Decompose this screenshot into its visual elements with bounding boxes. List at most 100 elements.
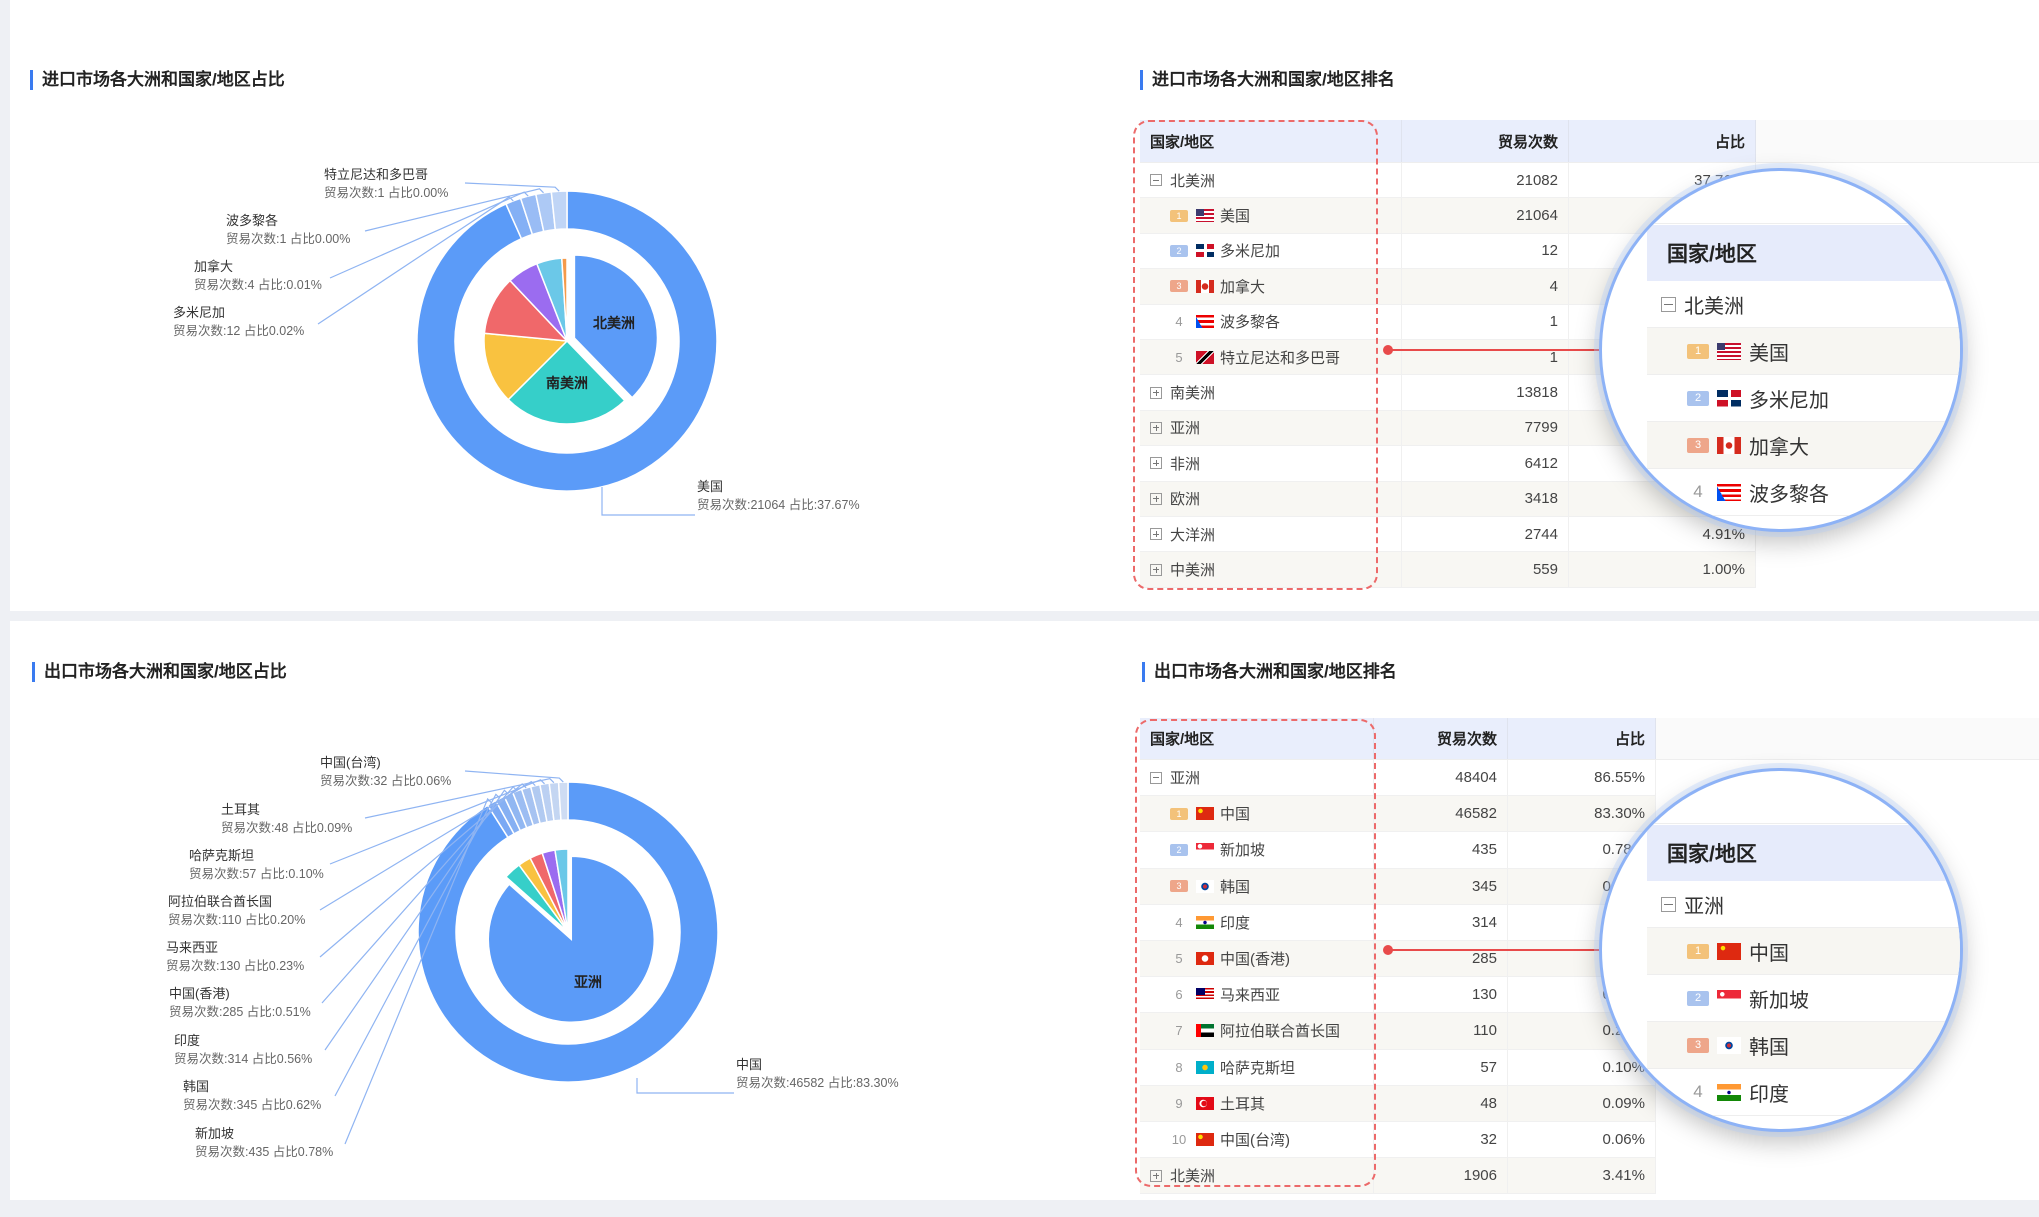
country-row[interactable]: 8 哈萨克斯坦 57 0.10% — [1140, 1049, 1656, 1086]
region-name: 阿拉伯联合酋长国 — [1220, 1023, 1341, 1041]
rank-number: 5 — [1175, 951, 1183, 967]
slice-label-detail: 贸易次数:1 占比0.00% — [226, 232, 351, 246]
country-row[interactable]: 5中国(香港)2850.51% — [1140, 941, 1656, 978]
slice-label-name: 哈萨克斯坦 — [189, 848, 255, 863]
share-cell: 4.91% — [1569, 517, 1756, 552]
region-name: 中国(香港) — [1220, 951, 1290, 969]
slice-label: 中国(香港) 贸易次数:285 占比:0.51% — [169, 985, 311, 1021]
flag-pr-icon — [1717, 483, 1741, 501]
column-header[interactable]: 占比 — [1569, 120, 1756, 162]
trade-count-cell: 559 — [1402, 552, 1569, 587]
country-row[interactable]: 6马来西亚1300.23% — [1140, 977, 1656, 1014]
region-name: 特立尼达和多巴哥 — [1220, 349, 1341, 367]
continent-row[interactable]: 非洲 6412 — [1140, 446, 1756, 482]
continent-row[interactable]: 北美洲2108237.76% — [1140, 163, 1756, 199]
slice-label-detail: 贸易次数:12 占比0.02% — [173, 324, 305, 338]
share-cell: 86.55% — [1508, 760, 1656, 796]
collapse-icon[interactable] — [1150, 771, 1162, 784]
trade-count-cell: 110 — [1374, 1013, 1508, 1049]
trade-count-cell: 57 — [1374, 1049, 1508, 1085]
expand-icon[interactable] — [1150, 563, 1162, 576]
continent-row[interactable]: 南美洲 13818 — [1140, 375, 1756, 411]
country-row[interactable]: 9 土耳其 48 0.09% — [1140, 1085, 1656, 1122]
share-cell: 83.30% — [1508, 796, 1656, 832]
column-header[interactable]: 占比 — [1508, 718, 1656, 759]
slice-label-name: 多米尼加 — [173, 305, 226, 320]
trade-count-cell: 1 — [1402, 340, 1569, 375]
region-cell: 7 阿拉伯联合酋长国 — [1140, 1013, 1374, 1049]
trade-count-cell: 3418 — [1402, 481, 1569, 516]
connector-line-export — [1388, 949, 1614, 951]
region-name: 波多黎各 — [1220, 314, 1281, 332]
trade-count-cell: 21064 — [1402, 198, 1569, 233]
region-cell: 5 中国(香港) — [1140, 941, 1374, 977]
rank-number: 4 — [1175, 914, 1183, 930]
country-row[interactable]: 1 中国 46582 83.30% — [1140, 796, 1656, 833]
rank-number: 7 — [1175, 1023, 1183, 1039]
magnified-row: 1 美国 — [1647, 328, 1960, 375]
region-name: 亚洲 — [1170, 420, 1201, 438]
country-row[interactable]: 3韩国3450.62% — [1140, 868, 1656, 905]
rank-medal-icon: 3 — [1687, 437, 1709, 453]
flag-ca-icon — [1717, 436, 1741, 454]
trade-count-cell: 345 — [1374, 868, 1508, 904]
region-name: 印度 — [1749, 1083, 1789, 1106]
country-row[interactable]: 2 新加坡 435 0.78% — [1140, 832, 1656, 869]
flag-tt-icon — [1196, 350, 1214, 364]
column-header[interactable]: 国家/地区 — [1140, 718, 1374, 759]
country-row[interactable]: 10 中国(台湾) 32 0.06% — [1140, 1122, 1656, 1159]
collapse-icon[interactable] — [1661, 896, 1676, 912]
rank-number: 4 — [1693, 482, 1703, 501]
magnified-row: 4 印度 — [1647, 1069, 1960, 1116]
expand-icon[interactable] — [1150, 386, 1162, 399]
region-name: 中美洲 — [1170, 562, 1216, 580]
trade-count-cell: 13818 — [1402, 375, 1569, 410]
region-cell: 亚洲 — [1140, 410, 1402, 446]
connector-dot-export — [1383, 945, 1393, 955]
flag-us-icon — [1196, 209, 1214, 223]
share-cell: 0.06% — [1508, 1122, 1656, 1158]
expand-icon[interactable] — [1150, 492, 1162, 505]
region-name: 韩国 — [1220, 878, 1251, 896]
trade-count-cell: 314 — [1374, 904, 1508, 940]
region-name: 非洲 — [1170, 455, 1201, 473]
magnified-column-header: 国家/地区 — [1647, 825, 1960, 881]
expand-icon[interactable] — [1150, 1169, 1162, 1182]
region-name: 波多黎各 — [1749, 483, 1829, 506]
column-header[interactable]: 贸易次数 — [1374, 718, 1508, 759]
magnified-row: 3 韩国 — [1647, 1022, 1960, 1069]
country-row[interactable]: 4印度3140.56% — [1140, 904, 1656, 941]
flag-ca-icon — [1196, 279, 1214, 293]
collapse-icon[interactable] — [1150, 174, 1162, 187]
region-name: 多米尼加 — [1220, 243, 1281, 261]
region-name: 中国 — [1220, 806, 1251, 824]
country-row[interactable]: 7阿拉伯联合酋长国1100.20% — [1140, 1013, 1656, 1050]
column-header[interactable]: 国家/地区 — [1140, 120, 1402, 162]
region-name: 北美洲 — [1170, 1168, 1216, 1186]
rank-number: 4 — [1175, 314, 1183, 330]
country-row[interactable]: 4 波多黎各 1 — [1140, 304, 1756, 340]
magnified-row: 3 加拿大 — [1647, 422, 1960, 469]
continent-row[interactable]: 欧洲 3418 — [1140, 481, 1756, 517]
trade-count-cell: 12 — [1402, 233, 1569, 269]
region-cell: 大洋洲 — [1140, 517, 1402, 552]
continent-row[interactable]: 中美洲 559 1.00% — [1140, 552, 1756, 588]
expand-icon[interactable] — [1150, 421, 1162, 434]
slice-label-name: 美国 — [697, 479, 724, 494]
slice-label-detail: 贸易次数:32 占比0.06% — [320, 774, 452, 788]
continent-row[interactable]: 北美洲 1906 3.41% — [1140, 1158, 1656, 1195]
column-header[interactable]: 贸易次数 — [1402, 120, 1569, 162]
share-cell: 3.41% — [1508, 1158, 1656, 1194]
table-header: 国家/地区 贸易次数 占比 — [1140, 120, 2039, 163]
expand-icon[interactable] — [1150, 457, 1162, 470]
expand-icon[interactable] — [1150, 528, 1162, 541]
continent-row[interactable]: 亚洲 48404 86.55% — [1140, 760, 1656, 797]
flag-in-icon — [1717, 1083, 1741, 1101]
continent-row[interactable]: 大洋洲 2744 4.91% — [1140, 517, 1756, 553]
slice-label: 马来西亚 贸易次数:130 占比0.23% — [166, 939, 304, 975]
country-row[interactable]: 2 多米尼加 12 — [1140, 233, 1756, 270]
rank-number: 8 — [1175, 1059, 1183, 1075]
slice-label-detail: 贸易次数:110 占比0.20% — [168, 913, 306, 927]
collapse-icon[interactable] — [1661, 296, 1676, 312]
slice-label: 中国(台湾) 贸易次数:32 占比0.06% — [320, 754, 451, 790]
